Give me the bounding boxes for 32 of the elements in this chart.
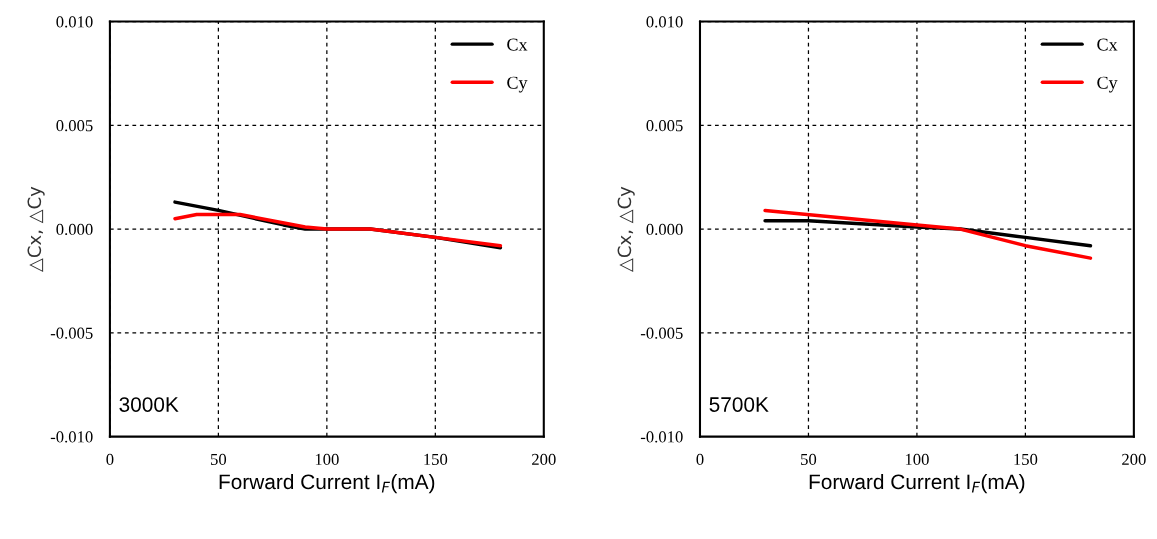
y-tick-label: -0.010 [50,431,93,443]
line-series [173,212,503,248]
legend-label: Cy [507,76,528,93]
x-tick-label: 50 [801,453,817,465]
y-tick-label: 0.000 [56,223,93,236]
y-tick-label: 0.010 [646,16,683,28]
x-tick-label: 200 [532,453,556,465]
y-axis-title: △Cx, △Cy [27,186,45,272]
y-tick-label: 0.005 [646,120,683,132]
legend-label: Cy [1097,76,1118,93]
y-tick-label: -0.005 [50,327,93,339]
x-tick-label: 50 [211,453,227,465]
legend-label: Cx [1097,38,1118,51]
x-tick-label: 100 [905,453,929,465]
y-tick-label: 0.005 [56,120,93,132]
y-tick-label: -0.005 [640,327,683,339]
line-series [763,208,1093,260]
legend-label: Cx [507,38,528,51]
x-axis-title: Forward Current I$_{F}$(mA) [219,473,435,494]
x-tick-label: 150 [1014,453,1038,465]
y-tick-label: 0.010 [56,16,93,28]
y-axis-title: △Cx, △Cy [617,186,635,272]
y-tick-label: -0.010 [640,431,683,443]
x-tick-label: 150 [424,453,448,465]
y-tick-label: 0.000 [646,223,683,236]
x-tick-label: 0 [696,453,704,465]
x-axis-title: Forward Current I$_{F}$(mA) [809,473,1025,494]
x-tick-label: 100 [315,453,339,465]
annotation: 5700K [709,397,769,412]
x-tick-label: 200 [1122,453,1146,465]
x-tick-label: 0 [106,453,114,465]
annotation: 3000K [119,397,179,412]
